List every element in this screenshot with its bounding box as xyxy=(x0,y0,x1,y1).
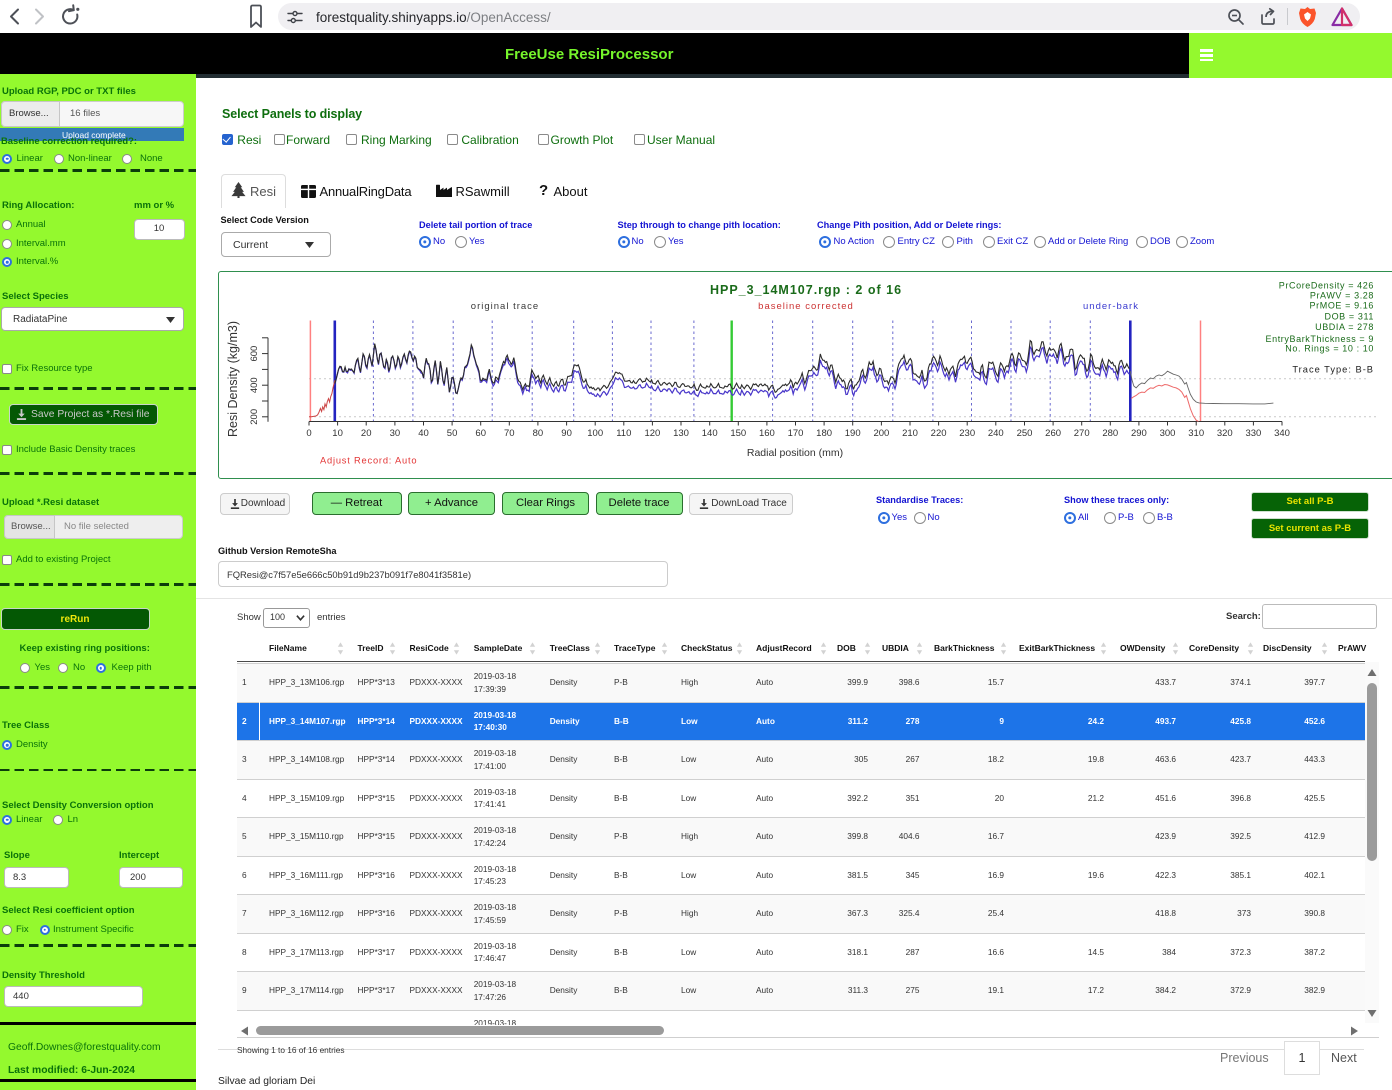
svg-text:Radial position (mm): Radial position (mm) xyxy=(747,447,843,459)
svg-text:280: 280 xyxy=(1102,428,1118,439)
svg-text:260: 260 xyxy=(1045,428,1061,439)
svg-text:300: 300 xyxy=(1160,428,1176,439)
svg-text:240: 240 xyxy=(988,428,1004,439)
svg-text:100: 100 xyxy=(587,428,603,439)
svg-text:250: 250 xyxy=(1017,428,1033,439)
svg-text:200: 200 xyxy=(249,409,260,425)
svg-text:EntryBarkThickness = 9: EntryBarkThickness = 9 xyxy=(1266,334,1375,344)
svg-text:200: 200 xyxy=(873,428,889,439)
svg-text:170: 170 xyxy=(788,428,804,439)
svg-text:PrAWV = 3.28: PrAWV = 3.28 xyxy=(1310,290,1374,300)
svg-text:DOB = 311: DOB = 311 xyxy=(1324,312,1374,322)
svg-text:220: 220 xyxy=(931,428,947,439)
svg-text:70: 70 xyxy=(504,428,515,439)
svg-text:210: 210 xyxy=(902,428,918,439)
svg-text:50: 50 xyxy=(447,428,458,439)
svg-text:PrMOE = 9.16: PrMOE = 9.16 xyxy=(1310,300,1374,310)
svg-text:160: 160 xyxy=(759,428,775,439)
svg-text:30: 30 xyxy=(390,428,401,439)
svg-text:baseline corrected: baseline corrected xyxy=(758,301,854,312)
svg-text:40: 40 xyxy=(418,428,429,439)
svg-text:600: 600 xyxy=(249,346,260,362)
svg-text:400: 400 xyxy=(249,377,260,393)
svg-text:290: 290 xyxy=(1131,428,1147,439)
svg-text:60: 60 xyxy=(475,428,486,439)
svg-text:140: 140 xyxy=(702,428,718,439)
svg-text:UBDIA = 278: UBDIA = 278 xyxy=(1315,322,1374,332)
svg-text:110: 110 xyxy=(616,428,631,439)
svg-text:PrCoreDensity = 426: PrCoreDensity = 426 xyxy=(1279,280,1374,290)
svg-text:80: 80 xyxy=(533,428,544,439)
svg-text:HPP_3_14M107.rgp : 2 of 16: HPP_3_14M107.rgp : 2 of 16 xyxy=(710,283,902,297)
svg-text:120: 120 xyxy=(644,428,660,439)
svg-text:130: 130 xyxy=(673,428,689,439)
svg-text:Resi Density (kg/m3): Resi Density (kg/m3) xyxy=(226,321,240,437)
svg-text:under-bark: under-bark xyxy=(1083,301,1139,312)
svg-text:20: 20 xyxy=(361,428,372,439)
svg-text:310: 310 xyxy=(1188,428,1204,439)
svg-text:90: 90 xyxy=(561,428,572,439)
svg-text:230: 230 xyxy=(959,428,975,439)
svg-text:330: 330 xyxy=(1245,428,1261,439)
svg-text:320: 320 xyxy=(1217,428,1233,439)
svg-text:150: 150 xyxy=(730,428,746,439)
svg-text:Adjust Record: Auto: Adjust Record: Auto xyxy=(320,456,417,466)
svg-text:0: 0 xyxy=(306,428,311,439)
svg-text:190: 190 xyxy=(845,428,861,439)
svg-text:180: 180 xyxy=(816,428,832,439)
svg-text:No. Rings = 10 : 10: No. Rings = 10 : 10 xyxy=(1285,344,1374,354)
svg-text:Trace Type: B-B: Trace Type: B-B xyxy=(1292,365,1374,375)
svg-text:340: 340 xyxy=(1274,428,1290,439)
svg-text:original trace: original trace xyxy=(471,301,539,312)
svg-text:10: 10 xyxy=(332,428,343,439)
svg-text:270: 270 xyxy=(1074,428,1090,439)
